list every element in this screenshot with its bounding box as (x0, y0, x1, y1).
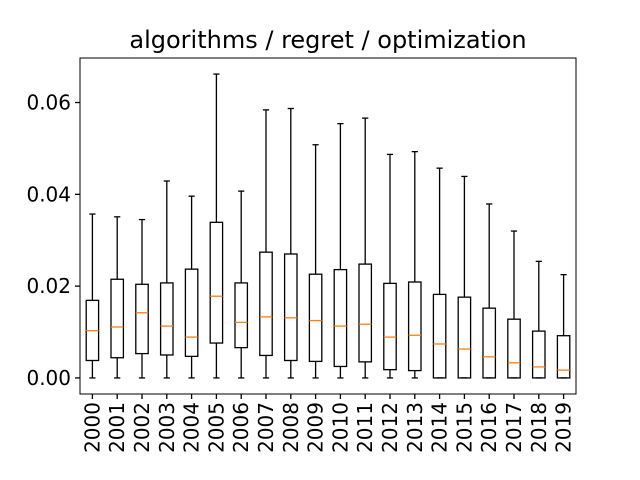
box (531, 330, 546, 379)
x-tick-label: 2016 (477, 402, 501, 453)
box (308, 273, 323, 363)
plot-frame (79, 57, 577, 395)
x-tick-label: 2007 (254, 402, 278, 453)
box (135, 283, 149, 355)
x-tick-label: 2000 (80, 402, 104, 453)
box (407, 281, 422, 372)
box (482, 307, 497, 379)
x-tick-label: 2015 (452, 402, 476, 453)
x-tick-label: 2012 (378, 402, 402, 453)
box (358, 263, 373, 363)
box (383, 282, 397, 371)
box (507, 318, 521, 379)
x-tick-label: 2006 (229, 402, 253, 453)
box (556, 335, 571, 379)
x-tick-label: 2014 (428, 402, 452, 453)
y-tick-label: 0.02 (26, 274, 71, 298)
box (110, 278, 125, 359)
y-tick-label: 0.04 (26, 182, 71, 206)
x-tick-label: 2009 (304, 402, 328, 453)
box (333, 268, 348, 368)
x-tick-label: 2008 (279, 402, 303, 453)
x-tick-label: 2002 (130, 402, 154, 453)
box (283, 253, 298, 362)
x-tick-label: 2004 (180, 402, 204, 453)
box (457, 296, 472, 379)
y-tick-label: 0.00 (26, 366, 71, 390)
box (234, 282, 249, 349)
x-tick-label: 2013 (403, 402, 427, 453)
x-tick-label: 2005 (204, 402, 228, 453)
box (159, 282, 174, 356)
y-tick-label: 0.06 (26, 91, 71, 115)
x-tick-label: 2017 (502, 402, 526, 453)
plot-area: 0.00 0.02 0.04 0.06 2000 2001 2002 2003 2004 2005… (26, 57, 577, 453)
box (259, 251, 273, 357)
box (432, 293, 447, 379)
box (184, 268, 199, 358)
box (209, 221, 224, 344)
chart-title: algorithms / regret / optimization (129, 26, 526, 54)
x-tick-label: 2001 (105, 402, 129, 453)
x-tick-label: 2003 (155, 402, 179, 453)
x-tick-label: 2010 (328, 402, 352, 453)
x-tick-label: 2019 (552, 402, 576, 453)
x-tick-label: 2018 (527, 402, 551, 453)
x-tick-label: 2011 (353, 402, 377, 453)
